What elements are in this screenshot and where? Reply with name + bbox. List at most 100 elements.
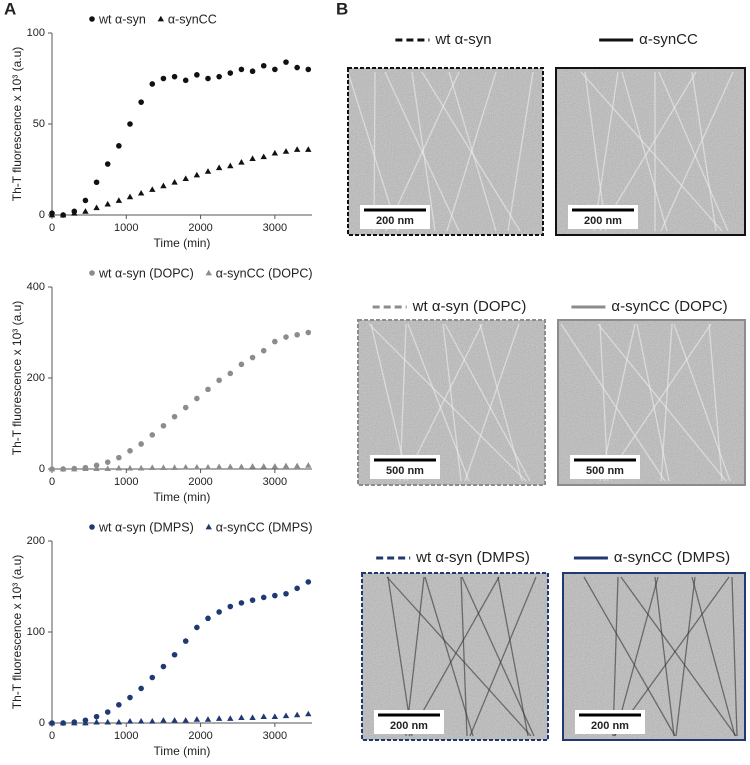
x-tick-label: 0 bbox=[49, 476, 55, 488]
legend-label: α-synCC (DOPC) bbox=[216, 266, 313, 280]
point bbox=[160, 182, 167, 189]
legend-marker bbox=[89, 524, 95, 530]
fibril bbox=[603, 323, 712, 482]
fibril bbox=[731, 576, 738, 737]
fibril bbox=[399, 323, 407, 482]
point bbox=[126, 464, 134, 471]
point bbox=[282, 712, 290, 719]
fibril bbox=[507, 71, 534, 232]
point bbox=[249, 68, 256, 75]
point bbox=[138, 685, 144, 692]
y-tick-label: 100 bbox=[27, 27, 45, 39]
point bbox=[104, 465, 111, 471]
fibril bbox=[660, 71, 734, 232]
fibril bbox=[444, 323, 531, 482]
point bbox=[193, 171, 201, 178]
micrograph-border bbox=[562, 572, 746, 741]
point bbox=[205, 386, 211, 393]
fibril bbox=[613, 576, 730, 737]
fibril bbox=[560, 323, 666, 482]
point bbox=[171, 717, 178, 723]
legend-marker bbox=[157, 15, 165, 22]
point bbox=[171, 413, 178, 420]
caption: wt α-syn bbox=[434, 31, 491, 48]
point bbox=[260, 463, 267, 469]
fibril bbox=[658, 71, 729, 232]
point bbox=[272, 66, 278, 73]
fibril bbox=[405, 576, 425, 737]
point bbox=[260, 713, 267, 720]
fibril bbox=[347, 71, 399, 232]
point bbox=[282, 462, 290, 469]
point bbox=[283, 59, 289, 65]
scale-label: 500 nm bbox=[586, 465, 624, 477]
micrograph-border bbox=[555, 67, 746, 236]
legend-label: α-synCC bbox=[168, 12, 217, 26]
fibril bbox=[464, 323, 520, 482]
y-tick-label: 100 bbox=[27, 626, 45, 638]
point bbox=[227, 162, 234, 169]
fibril bbox=[675, 576, 696, 737]
point bbox=[160, 422, 167, 429]
fibril bbox=[691, 71, 717, 232]
point bbox=[238, 66, 245, 73]
legend-marker bbox=[89, 16, 95, 22]
point bbox=[93, 465, 100, 471]
point bbox=[293, 146, 301, 152]
point bbox=[305, 462, 312, 468]
fibril bbox=[599, 71, 697, 232]
x-tick-label: 2000 bbox=[188, 476, 212, 488]
fibril bbox=[479, 323, 523, 482]
fibril bbox=[621, 71, 668, 232]
fibril bbox=[636, 323, 670, 482]
fibril bbox=[368, 323, 527, 482]
scale-label: 200 nm bbox=[584, 215, 622, 227]
point bbox=[249, 463, 256, 469]
point bbox=[138, 441, 144, 447]
fibril bbox=[691, 576, 736, 737]
fibril bbox=[370, 323, 409, 482]
scale-label: 200 nm bbox=[376, 215, 414, 227]
caption: wt α-syn (DMPS) bbox=[415, 549, 530, 566]
micrograph-border bbox=[357, 319, 546, 486]
fibril bbox=[442, 323, 462, 482]
y-tick-label: 50 bbox=[33, 118, 45, 130]
y-tick-label: 0 bbox=[39, 209, 45, 221]
y-axis-label: Th-T fluorescence x 10³ (a.u) bbox=[10, 47, 24, 202]
point bbox=[104, 709, 111, 715]
panel-label: B bbox=[336, 0, 348, 18]
point bbox=[59, 465, 67, 472]
point bbox=[127, 694, 133, 701]
point bbox=[48, 211, 56, 218]
fibril bbox=[497, 576, 529, 737]
point bbox=[137, 464, 145, 471]
fibril bbox=[461, 576, 535, 737]
caption: α-synCC (DOPC) bbox=[611, 298, 727, 315]
point bbox=[215, 715, 223, 721]
y-tick-label: 0 bbox=[39, 463, 45, 475]
point bbox=[126, 717, 134, 724]
point bbox=[182, 77, 189, 84]
caption: α-synCC (DMPS) bbox=[614, 549, 730, 566]
point bbox=[127, 121, 133, 127]
point bbox=[82, 719, 89, 726]
point bbox=[205, 75, 211, 82]
point bbox=[238, 714, 245, 720]
x-axis-label: Time (min) bbox=[154, 744, 211, 758]
point bbox=[104, 459, 111, 465]
point bbox=[59, 211, 67, 218]
point bbox=[93, 713, 100, 720]
point bbox=[227, 715, 234, 721]
point bbox=[260, 62, 267, 69]
point bbox=[305, 146, 312, 152]
point bbox=[238, 463, 245, 470]
point bbox=[238, 159, 245, 165]
point bbox=[104, 718, 111, 725]
point bbox=[215, 463, 223, 470]
point bbox=[216, 377, 222, 384]
point bbox=[194, 624, 200, 631]
fibril bbox=[597, 323, 727, 482]
legend-label: wt α-syn (DMPS) bbox=[98, 520, 194, 534]
point bbox=[305, 329, 312, 336]
